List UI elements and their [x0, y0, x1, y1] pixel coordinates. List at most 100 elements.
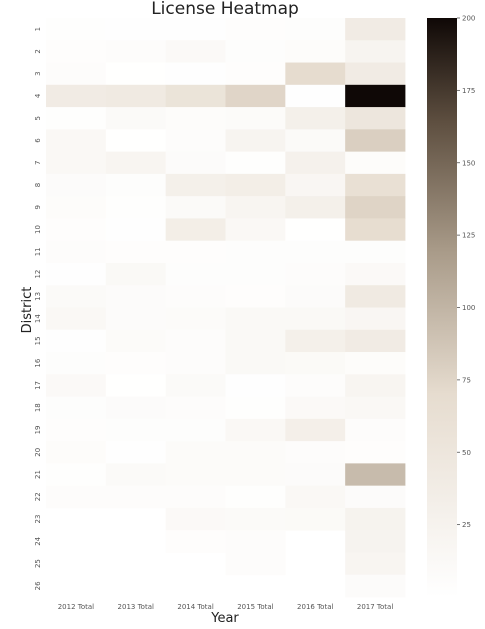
y-tick-label: 3 — [34, 71, 42, 75]
heatmap-cell — [226, 63, 286, 86]
y-tick-label: 14 — [34, 314, 42, 323]
heatmap-cell — [285, 463, 345, 486]
heatmap-cell — [226, 18, 286, 41]
heatmap-cell — [106, 352, 166, 375]
heatmap-cell — [226, 397, 286, 420]
heatmap-cell — [345, 530, 405, 553]
heatmap-cell — [166, 397, 226, 420]
y-tick-label: 24 — [34, 536, 42, 545]
heatmap-cell — [285, 285, 345, 308]
heatmap-cell — [285, 63, 345, 86]
heatmap-cell — [285, 486, 345, 509]
y-tick-label: 5 — [34, 116, 42, 120]
heatmap-cell — [106, 374, 166, 397]
heatmap-cell — [226, 152, 286, 175]
heatmap-cell — [285, 85, 345, 108]
heatmap-cell — [166, 508, 226, 531]
heatmap-cell — [166, 63, 226, 86]
heatmap-cell — [46, 196, 106, 219]
colorbar-ticks: 25 50 75 100 125 150 175 200 — [457, 15, 475, 530]
heatmap-cell — [285, 263, 345, 286]
heatmap-cell — [285, 374, 345, 397]
heatmap-cell — [345, 40, 405, 63]
heatmap-cell — [226, 263, 286, 286]
heatmap-cell — [285, 196, 345, 219]
y-tick-label: 2 — [34, 49, 42, 53]
heatmap-cell — [106, 18, 166, 41]
y-tick-label: 21 — [34, 470, 42, 479]
y-tick-label: 19 — [34, 426, 42, 435]
heatmap-cell — [285, 419, 345, 442]
colorbar-tick-label: 100 — [462, 304, 475, 312]
heatmap-cell — [226, 441, 286, 464]
heatmap-cell — [226, 330, 286, 353]
heatmap-cell — [226, 374, 286, 397]
x-tick-labels: 2012 Total 2013 Total 2014 Total 2015 Total… — [58, 603, 394, 611]
heatmap-cell — [345, 575, 405, 598]
heatmap-cell — [46, 463, 106, 486]
heatmap-cell — [46, 85, 106, 108]
heatmap-cell — [226, 308, 286, 331]
heatmap-cell — [345, 196, 405, 219]
heatmap-cell — [285, 40, 345, 63]
heatmap-cell — [106, 419, 166, 442]
heatmap-cell — [106, 441, 166, 464]
heatmap-cell — [46, 263, 106, 286]
heatmap-cell — [46, 152, 106, 175]
heatmap-cell — [166, 285, 226, 308]
heatmap-cell — [345, 85, 405, 108]
heatmap-cell — [345, 152, 405, 175]
chart-title: License Heatmap — [151, 0, 299, 19]
heatmap-cell — [106, 263, 166, 286]
heatmap-cell — [46, 352, 106, 375]
heatmap-cell — [106, 285, 166, 308]
heatmap-cell — [166, 18, 226, 41]
heatmap-cell — [285, 152, 345, 175]
heatmap-cell — [166, 196, 226, 219]
heatmap-cell — [226, 352, 286, 375]
heatmap-cell — [345, 218, 405, 241]
heatmap-cell — [345, 285, 405, 308]
heatmap-cell — [285, 241, 345, 264]
heatmap-cell — [106, 85, 166, 108]
heatmap-cell — [345, 330, 405, 353]
y-tick-label: 20 — [34, 448, 42, 457]
heatmap-cell — [46, 174, 106, 197]
x-tick-label: 2016 Total — [297, 603, 333, 611]
heatmap-cell — [226, 107, 286, 130]
heatmap-cell — [285, 441, 345, 464]
heatmap-cell — [285, 129, 345, 152]
heatmap-cell — [46, 374, 106, 397]
heatmap-cell — [345, 263, 405, 286]
heatmap-cell — [46, 419, 106, 442]
heatmap-cell — [345, 508, 405, 531]
heatmap-cell — [166, 486, 226, 509]
colorbar-tick-label: 175 — [462, 87, 475, 95]
y-tick-label: 8 — [34, 183, 42, 187]
heatmap-cell — [285, 18, 345, 41]
heatmap-cell — [285, 308, 345, 331]
heatmap-cell — [166, 241, 226, 264]
y-tick-label: 6 — [34, 138, 42, 143]
heatmap-cell — [166, 352, 226, 375]
y-tick-label: 16 — [34, 358, 42, 367]
heatmap-cell — [46, 486, 106, 509]
y-tick-label: 9 — [34, 205, 42, 209]
heatmap-cell — [345, 107, 405, 130]
heatmap-cell — [166, 530, 226, 553]
heatmap-cell — [226, 196, 286, 219]
y-tick-label: 23 — [34, 515, 42, 524]
y-tick-labels: 1234567891011121314151617181920212223242… — [34, 27, 42, 590]
heatmap-cell — [345, 241, 405, 264]
heatmap-cell — [46, 308, 106, 331]
heatmap-cell — [46, 285, 106, 308]
heatmap-cell — [106, 397, 166, 420]
y-tick-label: 15 — [34, 336, 42, 345]
colorbar-tick-label: 125 — [462, 232, 475, 240]
y-tick-label: 11 — [34, 247, 42, 256]
y-tick-label: 26 — [34, 581, 42, 590]
x-tick-label: 2012 Total — [58, 603, 94, 611]
colorbar — [427, 18, 457, 597]
heatmap-cell — [46, 129, 106, 152]
